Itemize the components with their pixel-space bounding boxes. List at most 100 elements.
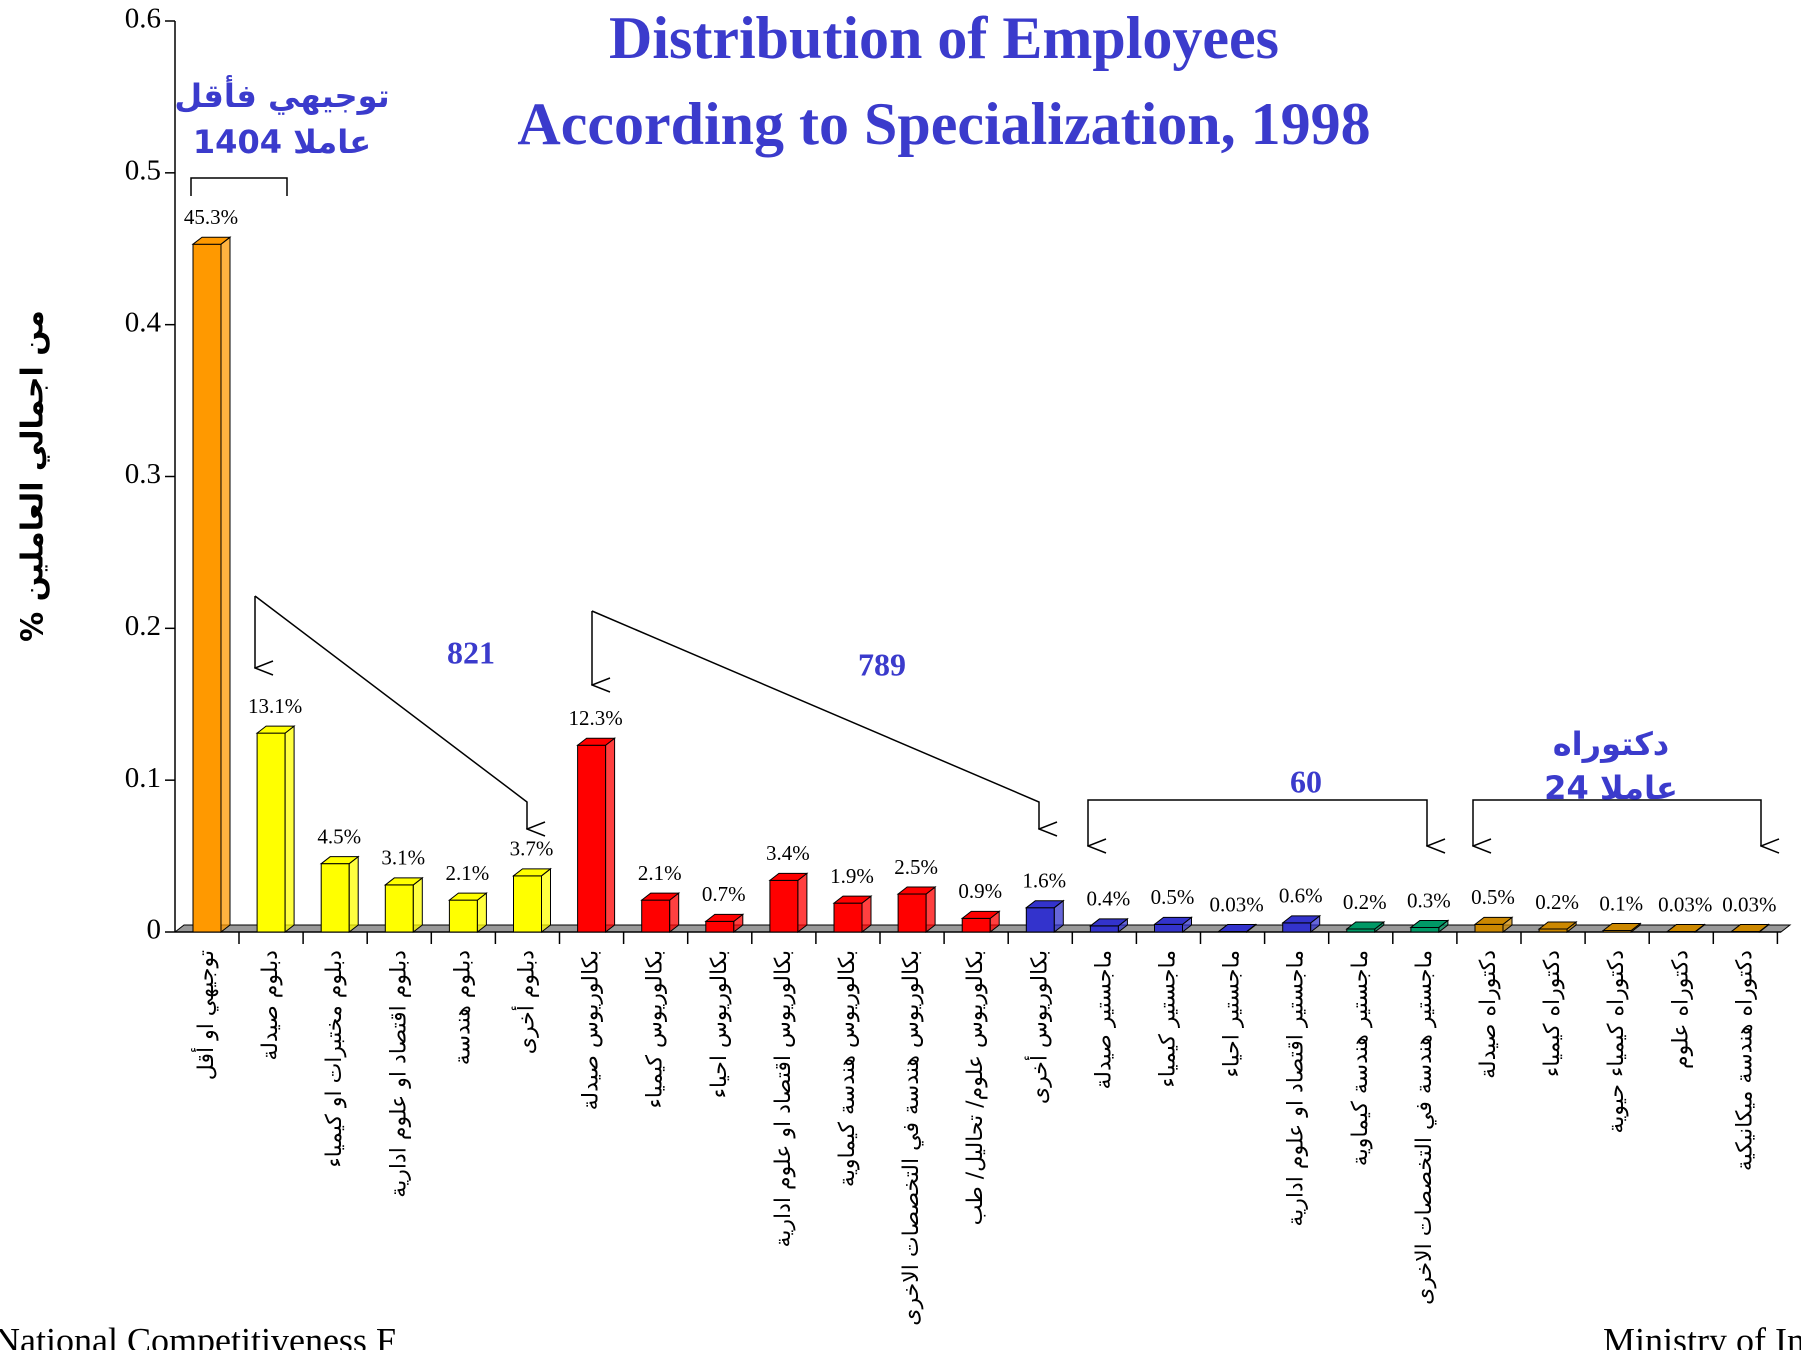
bar-top (1281, 915, 1322, 924)
x-tick-label: ماجستير هندسة كيماوية (1348, 950, 1373, 1166)
x-tick-label: بكالوريوس هندسة في التخصصات الاخرى (899, 950, 924, 1326)
value-label: 0.03% (1209, 892, 1263, 916)
x-tick-label: بكالوريوس أخرى (1024, 950, 1052, 1104)
x-tick-label: بكالوريوس احياء (707, 950, 732, 1098)
bar-side (605, 737, 616, 934)
bar (513, 875, 542, 933)
annotation: 60 (1290, 763, 1322, 799)
bar-top (319, 856, 360, 865)
bar-top (512, 868, 552, 877)
bar (1474, 923, 1504, 933)
bar-top (704, 913, 745, 922)
value-label: 3.7% (510, 837, 554, 861)
annotation: 24 عاملا (1544, 769, 1678, 807)
value-label: 0.7% (702, 882, 746, 906)
bar-top (1729, 924, 1770, 933)
y-tick-label: 0 (147, 914, 162, 946)
bar-side (220, 236, 231, 934)
x-tick-label: توجيهي او أقل (191, 950, 219, 1080)
value-label: 1.9% (830, 864, 874, 888)
bar-top (1601, 922, 1642, 931)
bar (897, 893, 927, 933)
bar (1154, 923, 1183, 933)
footer: National Competitiveness F (0, 1320, 396, 1350)
x-tick-label: دبلوم أخرى (512, 950, 540, 1054)
x-tick-label: ماجستير صيدلة (1091, 950, 1116, 1090)
x-tick-label: بكالوريوس كيمياء (643, 950, 668, 1109)
bar-top (255, 725, 296, 734)
value-label: 13.1% (248, 694, 302, 718)
x-tick-label: دبلوم صيدلة (258, 950, 283, 1061)
bar-top (768, 872, 809, 881)
bar (641, 899, 671, 933)
bracket (1473, 799, 1761, 846)
bar (1025, 907, 1055, 933)
bar (577, 744, 607, 933)
bar-top (1345, 921, 1386, 930)
value-label: 0.03% (1658, 892, 1712, 916)
annotation: 789 (858, 646, 906, 682)
x-tick-label: دبلوم اقتصاد او علوم ادارية (386, 950, 411, 1198)
y-tick-label: 0.5 (125, 154, 161, 186)
bar-side (284, 725, 295, 934)
bar-top (1217, 924, 1258, 933)
bar-top (640, 892, 681, 901)
bar-top (1409, 919, 1450, 928)
value-label: 0.5% (1151, 885, 1195, 909)
value-label: 0.1% (1599, 891, 1643, 915)
x-tick-label: دبلوم مختبرات او كيمياء (322, 950, 347, 1168)
value-label: 0.2% (1343, 890, 1387, 914)
bar-top (1153, 916, 1193, 925)
value-label: 2.1% (638, 861, 682, 885)
bar-side (348, 855, 359, 934)
value-label: 1.6% (1022, 869, 1066, 893)
value-label: 0.9% (958, 879, 1002, 903)
y-tick-label: 0.2 (125, 610, 161, 642)
bar (320, 863, 350, 933)
value-label: 3.1% (381, 846, 425, 870)
bar-top (576, 737, 617, 746)
value-label: 0.6% (1279, 884, 1323, 908)
bar-top (1473, 916, 1514, 925)
x-tick-label: بكالوريوس هندسة كيماوية (835, 950, 860, 1187)
x-tick-label: بكالوريوس علوم/ تحاليل/ طب (963, 950, 988, 1225)
value-label: 0.03% (1722, 892, 1776, 916)
x-tick-label: دكتوراه هندسة ميكانيكية (1732, 950, 1757, 1171)
bracket (190, 177, 288, 196)
value-label: 4.5% (317, 824, 361, 848)
bar-top (447, 892, 488, 901)
bar (769, 879, 799, 933)
bar-top (191, 236, 232, 245)
value-label: 3.4% (766, 841, 810, 865)
bar (384, 884, 414, 933)
bar-side (797, 872, 808, 934)
x-tick-label: دكتوراه صيدلة (1476, 950, 1501, 1079)
value-label: 0.2% (1535, 890, 1579, 914)
bar-top (383, 877, 424, 886)
x-tick-label: ماجستير احياء (1220, 950, 1245, 1078)
bar (1282, 922, 1312, 933)
bar-top (896, 886, 937, 895)
x-tick-label: ماجستير اقتصاد او علوم ادارية (1284, 950, 1309, 1227)
annotation: 1404 عاملا (193, 123, 371, 161)
x-tick-label: دبلوم هندسة (450, 950, 475, 1065)
bar (192, 243, 222, 933)
arrow (591, 610, 1039, 829)
annotation: توجيهي فأقل (174, 75, 389, 115)
y-tick-label: 0.1 (125, 762, 161, 794)
bar-top (1088, 918, 1129, 927)
bar-top (960, 910, 1001, 919)
bar (705, 920, 735, 933)
bar (256, 732, 286, 933)
value-label: 2.1% (446, 861, 490, 885)
y-tick-label: 0.6 (125, 3, 161, 35)
bar-side (541, 867, 551, 934)
bar (448, 899, 478, 933)
bar-top (1024, 900, 1065, 909)
bar-top (1537, 921, 1578, 930)
x-tick-label: ماجستير كيمياء (1156, 950, 1181, 1088)
value-label: 2.5% (894, 855, 938, 879)
value-label: 0.5% (1471, 885, 1515, 909)
x-tick-label: دكتوراه علوم (1668, 950, 1693, 1069)
